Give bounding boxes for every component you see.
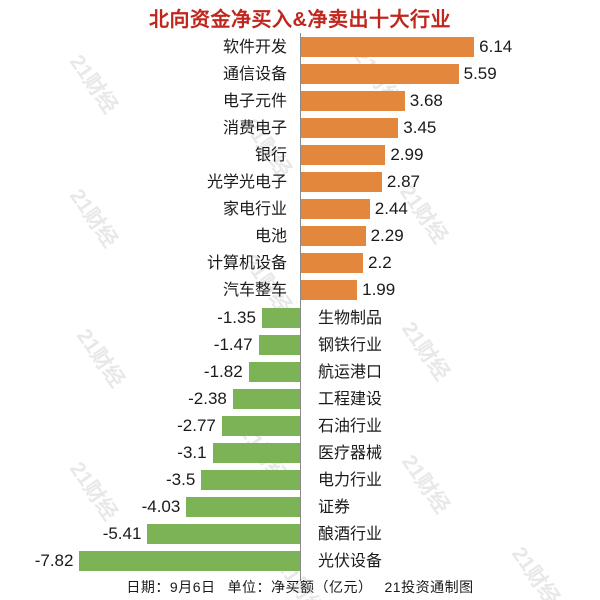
bar-label: 电子元件 (222, 93, 287, 111)
bar-value: 2.87 (386, 172, 421, 192)
bar-label: 光伏设备 (318, 552, 383, 570)
bar-label: 酿酒行业 (318, 525, 383, 543)
bar-value: 1.99 (362, 280, 396, 300)
bar (221, 415, 300, 436)
bar-label: 通信设备 (222, 66, 287, 84)
bar (301, 118, 399, 139)
bar-label: 电力行业 (318, 471, 383, 489)
footer-note: 日期：9月6日 单位：净买额（亿元） 21投资通制图 (0, 577, 600, 597)
bar-label: 证券 (318, 498, 351, 516)
bar (301, 64, 459, 85)
bar-value: -7.82 (34, 550, 74, 570)
bar-value: -2.38 (188, 388, 227, 408)
bar (301, 199, 370, 220)
bar-value: -5.41 (102, 523, 142, 543)
bar-label: 生物制品 (318, 309, 383, 327)
bar-value: 2.2 (368, 253, 392, 273)
footer-unit: 单位：净买额（亿元） (227, 579, 373, 595)
bar (301, 37, 475, 57)
bar-value: -1.47 (213, 334, 253, 354)
bar-label: 航运港口 (318, 363, 383, 381)
bar-label: 计算机设备 (206, 255, 287, 273)
bar-value: 3.45 (403, 118, 437, 138)
bar-label: 汽车整车 (222, 282, 287, 300)
footer-date: 日期：9月6日 (126, 579, 216, 595)
bar-value: 2.29 (370, 226, 404, 246)
bar (301, 91, 405, 112)
bar-label: 电池 (254, 228, 287, 246)
bar-label: 软件开发 (222, 39, 287, 56)
bar (201, 469, 300, 490)
bar-value: -3.5 (166, 469, 196, 489)
bar-label: 家电行业 (222, 201, 287, 219)
bar-value: 2.44 (374, 199, 408, 219)
bar (147, 523, 300, 544)
bar-label: 消费电子 (222, 120, 287, 138)
bar (301, 145, 386, 166)
zero-axis-line (300, 33, 301, 581)
bar (212, 442, 300, 463)
bar-label: 光学光电子 (206, 174, 287, 192)
bar-value: -1.82 (203, 361, 243, 381)
bar-value: -4.03 (141, 496, 181, 516)
bar-label: 银行 (254, 147, 287, 165)
bar (301, 226, 366, 247)
bar (186, 496, 300, 517)
bar-label: 石油行业 (318, 417, 383, 435)
bar-value: -3.1 (177, 442, 207, 462)
bar (261, 307, 300, 328)
chart-title: 北向资金净买入&净卖出十大行业 (149, 9, 451, 31)
bar-value: -1.35 (217, 307, 256, 327)
footer-credit: 21投资通制图 (384, 579, 474, 595)
watermark-text: 21财经 (397, 317, 454, 385)
bar-label: 医疗器械 (318, 444, 383, 462)
bar-value: 3.68 (409, 91, 443, 111)
bar (258, 334, 300, 355)
bar-label: 钢铁行业 (318, 336, 383, 354)
bar-value: 5.59 (463, 64, 497, 84)
bar-value: 6.14 (479, 37, 513, 56)
bar-label: 工程建设 (318, 390, 383, 408)
bar (79, 550, 300, 571)
bar (301, 280, 358, 301)
bar (301, 253, 364, 274)
bar (248, 361, 300, 382)
bar-value: 2.99 (390, 145, 424, 165)
bar (232, 388, 300, 409)
bar (301, 172, 382, 193)
watermark-text: 21财经 (397, 450, 454, 518)
bar-value: -2.77 (177, 415, 216, 435)
watermark-text: 21财经 (72, 324, 129, 392)
